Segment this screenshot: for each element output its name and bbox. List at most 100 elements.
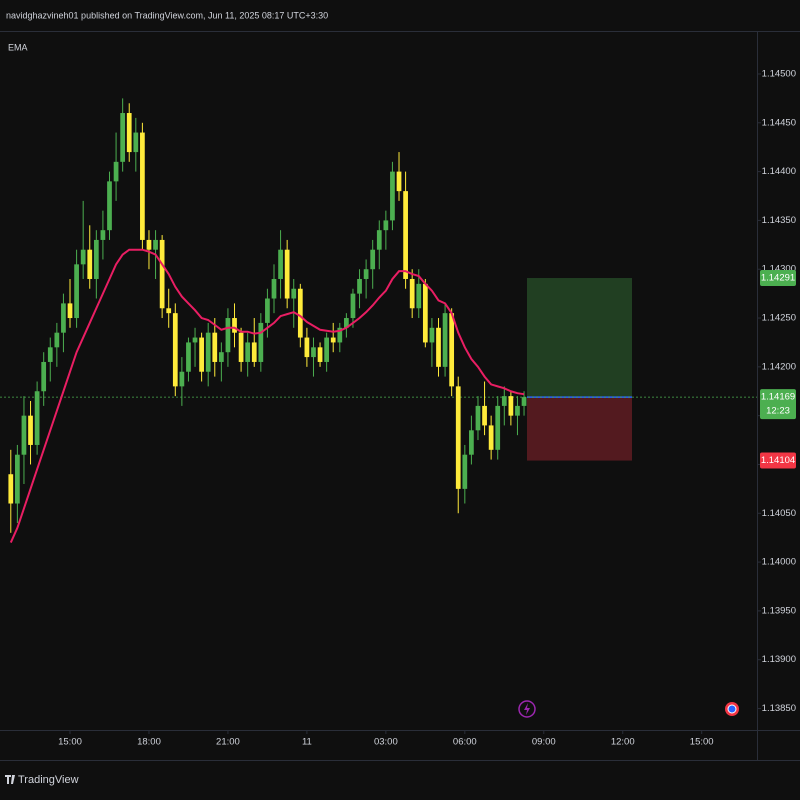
candle-body: [166, 308, 172, 314]
x-tick-label: 11: [302, 737, 312, 748]
candle-body: [409, 278, 415, 309]
candle-body: [41, 361, 47, 392]
candle-body: [172, 313, 178, 387]
candle-body: [21, 415, 27, 455]
candle-body: [100, 230, 106, 240]
x-tick-label: 18:00: [137, 737, 161, 748]
candle-body: [482, 405, 487, 426]
price-tag: [760, 452, 796, 469]
candle-body: [113, 161, 119, 182]
candle-body: [225, 318, 231, 353]
candle-body: [317, 347, 323, 362]
x-tick-label: 21:00: [216, 737, 240, 748]
price-tag-label: 1.14104: [761, 455, 795, 466]
candle-body: [390, 171, 395, 221]
candle-body: [8, 474, 14, 504]
event-icon: [518, 700, 536, 718]
candle-body: [350, 293, 356, 319]
x-tick-label: 15:00: [58, 737, 82, 748]
candle-body: [436, 327, 441, 367]
candle-body: [258, 322, 264, 362]
candle-body: [488, 425, 494, 450]
candle-body: [61, 303, 66, 333]
event-icon-bolt: [524, 703, 530, 715]
bottom-icons: [518, 700, 739, 718]
candle-body: [344, 318, 349, 328]
x-tick-label: 09:00: [532, 737, 556, 748]
candle-body: [205, 332, 211, 372]
y-tick-label: 1.14000: [762, 557, 796, 568]
candle-body: [515, 405, 520, 416]
candle-body: [179, 371, 185, 387]
candle-body: [271, 278, 277, 299]
ema-line: [9, 248, 525, 543]
chart-title: navidghazvineh01 published on TradingVie…: [6, 10, 328, 20]
y-tick-label: 1.14500: [762, 68, 796, 79]
candle-body: [153, 239, 158, 250]
candle-body: [403, 191, 408, 279]
y-tick-label: 1.14350: [762, 215, 796, 226]
candle-body: [199, 337, 204, 372]
candle-body: [192, 337, 198, 343]
price-tag-label: 1.14169: [761, 392, 795, 403]
x-tick-label: 12:00: [611, 737, 635, 748]
candle-body: [28, 415, 33, 445]
candle-body: [34, 391, 40, 445]
candle-body: [422, 283, 428, 343]
x-tick-label: 06:00: [453, 737, 477, 748]
candle-body: [337, 327, 343, 343]
candle-body: [442, 313, 448, 367]
candle-body: [159, 239, 165, 309]
candle-body: [357, 278, 362, 294]
candle-body: [218, 352, 224, 362]
candle-body: [80, 249, 86, 265]
candle-body: [140, 132, 145, 240]
candle-body: [284, 249, 290, 299]
loss-zone: [527, 397, 632, 461]
candle-body: [469, 430, 474, 455]
candle-body: [107, 181, 112, 231]
price-tag: [760, 389, 796, 420]
candle-body: [54, 332, 60, 348]
y-tick-label: 1.13850: [762, 703, 796, 714]
x-tick-label: 03:00: [374, 737, 398, 748]
x-tick-label: 15:00: [690, 737, 714, 748]
candle-body: [304, 337, 310, 358]
candle-body: [449, 313, 455, 387]
candle-body: [126, 113, 132, 153]
candle-body: [67, 303, 73, 319]
y-tick-label: 1.14300: [762, 264, 796, 275]
y-tick-label: 1.14250: [762, 313, 796, 324]
logo-mark: [5, 775, 15, 784]
candle-body: [47, 347, 53, 362]
candle-body: [455, 386, 461, 489]
candle-body: [93, 239, 99, 279]
candle-body: [212, 332, 218, 362]
candle-body: [363, 269, 369, 279]
candle-body: [330, 337, 336, 343]
candle-body: [265, 298, 270, 323]
candle-body: [297, 288, 303, 338]
candle-body: [501, 396, 507, 406]
y-tick-label: 1.14050: [762, 508, 796, 519]
candle-body: [376, 230, 382, 250]
candle-body: [429, 327, 435, 343]
candle-body: [370, 249, 376, 270]
candle-body: [146, 239, 152, 250]
profit-zone: [527, 278, 632, 398]
candle-body: [383, 220, 389, 231]
candle-body: [251, 342, 257, 362]
y-tick-label: 1.13950: [762, 605, 796, 616]
price-tag-label: 1.14291: [761, 273, 795, 284]
candle-body: [508, 396, 514, 416]
candle-body: [416, 283, 422, 309]
candle-body: [495, 405, 501, 450]
flag-icon-inner: [727, 704, 737, 714]
candle-body: [238, 332, 244, 362]
candle-body: [245, 342, 251, 362]
y-tick-label: 1.14200: [762, 361, 796, 372]
price-tag: [760, 270, 796, 287]
